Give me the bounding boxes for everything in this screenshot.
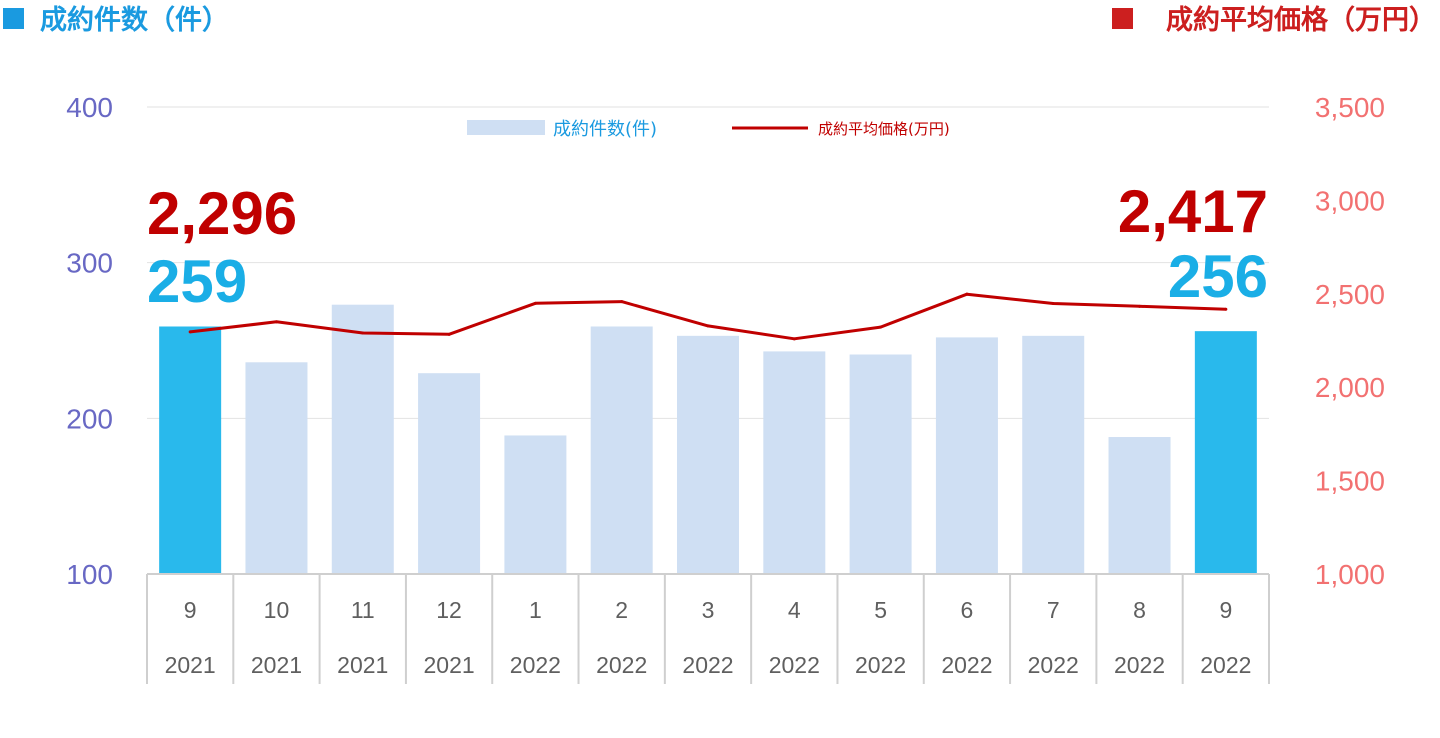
header-right-label: 成約平均価格（万円） [1166,4,1436,36]
bar [590,326,653,574]
callout-first-price: 2,296 [147,180,297,247]
legend-line-label: 成約平均価格(万円) [818,120,950,138]
left-axis-tick-label: 400 [66,92,113,123]
right-axis-tick-label: 1,000 [1315,559,1385,590]
left-axis-tick-label: 300 [66,248,113,279]
callout-last-price: 2,417 [1118,178,1268,245]
bar [504,435,567,574]
bar [159,326,222,574]
category-month-label: 11 [351,597,375,623]
category-month-label: 3 [702,597,715,623]
bar-series [159,304,1257,574]
bar [849,354,912,574]
callout-last-count: 256 [1168,243,1268,310]
category-month-label: 10 [264,597,290,623]
category-month-label: 9 [184,597,197,623]
category-year-label: 2021 [423,652,474,678]
line-point [879,325,883,329]
line-point [533,301,537,305]
line-point [188,330,192,334]
bar [1194,331,1257,574]
legend-bar-label: 成約件数(件) [553,119,657,140]
header-left-square-icon [3,8,24,29]
right-axis-tick-label: 3,500 [1315,92,1385,123]
right-axis-tick-label: 1,500 [1315,466,1385,497]
line-point [361,331,365,335]
right-axis-tick-label: 2,000 [1315,372,1385,403]
callout-first-count: 259 [147,248,247,315]
category-year-label: 2021 [251,652,302,678]
left-axis-tick-label: 200 [66,403,113,434]
category-year-label: 2022 [1028,652,1079,678]
line-point [965,292,969,296]
category-year-label: 2021 [165,652,216,678]
line-point [1051,302,1055,306]
bar [418,373,481,574]
category-month-label: 6 [961,597,974,623]
category-year-label: 2022 [769,652,820,678]
line-point [274,320,278,324]
right-axis-tick-label: 3,000 [1315,185,1385,216]
line-point [792,337,796,341]
category-month-label: 12 [436,597,462,623]
bar [677,335,739,574]
category-year-label: 2022 [855,652,906,678]
category-month-label: 8 [1133,597,1146,623]
category-month-label: 1 [529,597,542,623]
legend-bar-swatch [467,120,545,135]
line-point [706,324,710,328]
category-year-label: 2022 [941,652,992,678]
category-table: 9 2021 10 2021 11 2021 12 2021 1 2022 2 2022 3 2022 4 2… [146,573,1270,684]
category-year-label: 2022 [1114,652,1165,678]
category-year-label: 2022 [596,652,647,678]
category-month-label: 2 [615,597,628,623]
category-month-label: 9 [1219,597,1232,623]
category-year-label: 2021 [337,652,388,678]
category-year-label: 2022 [1200,652,1251,678]
bar [935,337,998,574]
right-axis-tick-label: 2,500 [1315,279,1385,310]
bar [245,362,308,574]
category-month-label: 7 [1047,597,1060,623]
line-point [620,300,624,304]
line-point [1224,307,1228,311]
line-point [447,332,451,336]
category-month-label: 5 [874,597,887,623]
category-year-label: 2022 [510,652,561,678]
left-axis-tick-label: 100 [66,559,113,590]
bar [1108,437,1171,574]
axes: 100 200 300 400 1,000 1,500 2,000 2,500 3,000 3,5… [66,92,1385,590]
bar [763,351,826,574]
header-right-square-icon [1112,8,1133,29]
bar [1022,335,1085,574]
category-month-label: 4 [788,597,801,623]
line-point [1138,304,1142,308]
line-series [188,292,1228,341]
category-year-label: 2022 [682,652,733,678]
bar [331,304,394,574]
header-left-label: 成約件数（件） [40,4,229,36]
